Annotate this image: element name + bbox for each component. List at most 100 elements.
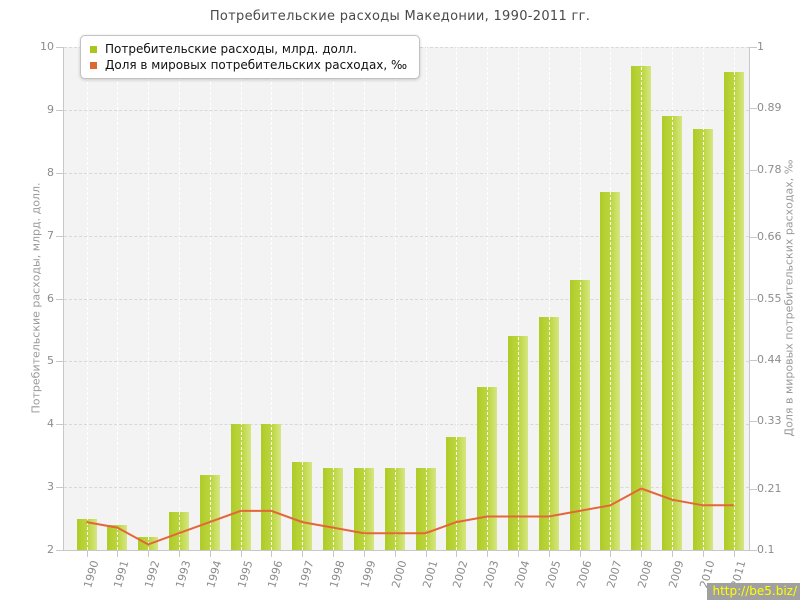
bottom-axis-tick: [363, 551, 365, 557]
left-axis-title: Потребительские расходы, млрд. долл.: [29, 182, 43, 414]
x-tick-label: 2007: [604, 559, 625, 590]
legend-item-line: Доля в мировых потребительских расходах,…: [90, 57, 407, 73]
grid-line-vertical: [117, 47, 119, 550]
grid-line-vertical: [209, 47, 211, 550]
chart-title: Потребительские расходы Македонии, 1990-…: [209, 9, 591, 24]
bottom-axis-tick: [672, 551, 674, 557]
left-axis-line: [63, 47, 64, 551]
right-axis-tick-label: 0.21: [757, 481, 782, 495]
x-tick-label: 1993: [173, 559, 194, 590]
grid-line-vertical: [702, 47, 704, 550]
x-tick-label: 1992: [142, 559, 163, 590]
bottom-axis-tick: [178, 551, 180, 557]
x-tick-label: 1999: [358, 559, 379, 590]
x-tick-label: 2005: [543, 559, 564, 590]
right-axis-tick: [750, 169, 757, 171]
legend-label-line: Доля в мировых потребительских расходах,…: [105, 58, 408, 72]
grid-line-vertical: [333, 47, 335, 550]
grid-line-horizontal: [64, 424, 749, 426]
watermark-link[interactable]: http://be5.biz/: [707, 583, 800, 600]
left-axis-tick-label: 7: [47, 228, 54, 242]
left-axis-tick: [56, 550, 63, 551]
left-axis-tick-label: 3: [47, 480, 54, 494]
right-axis-tick-label: 0.33: [757, 414, 782, 428]
grid-line-vertical: [363, 47, 365, 550]
right-axis-tick-label: 0.44: [757, 352, 782, 366]
grid-line-vertical: [148, 47, 150, 550]
x-tick-label: 2002: [450, 559, 471, 590]
right-axis-tick: [750, 298, 757, 300]
bottom-axis-tick: [456, 551, 458, 557]
right-axis-tick: [750, 47, 757, 48]
left-axis-tick: [56, 235, 63, 237]
legend: Потребительские расходы, млрд. долл. Дол…: [80, 35, 421, 79]
x-tick-label: 1998: [327, 559, 348, 590]
grid-line-vertical: [641, 47, 643, 550]
bottom-axis-tick: [271, 551, 273, 557]
grid-line-vertical: [178, 47, 180, 550]
bottom-axis-tick: [117, 551, 119, 557]
bottom-axis-tick: [302, 551, 304, 557]
x-tick-label: 1995: [234, 559, 256, 590]
x-tick-label: 2008: [635, 559, 656, 590]
right-axis-tick: [750, 237, 757, 239]
grid-line-vertical: [517, 47, 519, 550]
x-tick-label: 1991: [111, 559, 132, 590]
x-tick-label: 2006: [573, 559, 595, 590]
grid-line-vertical: [425, 47, 427, 550]
grid-line-vertical: [86, 47, 88, 550]
left-axis-tick-label: 2: [47, 543, 54, 556]
legend-item-bars: Потребительские расходы, млрд. долл.: [90, 41, 407, 57]
bottom-axis-tick: [702, 551, 704, 557]
bar-series-swatch-icon: [90, 45, 97, 53]
left-axis-tick-label: 10: [40, 40, 54, 53]
bottom-axis-tick: [641, 551, 643, 557]
right-axis-tick-label: 0.78: [757, 162, 782, 176]
legend-label-bars: Потребительские расходы, млрд. долл.: [105, 42, 357, 56]
right-axis-tick: [750, 359, 757, 361]
x-tick-label: 2000: [388, 559, 410, 590]
left-axis-tick-label: 5: [47, 354, 54, 368]
grid-line-vertical: [672, 47, 674, 550]
bottom-axis-line: [63, 550, 750, 551]
right-axis-line: [749, 47, 750, 551]
x-tick-label: 2003: [481, 559, 502, 590]
x-tick-label: 1997: [296, 559, 317, 590]
grid-line-vertical: [240, 47, 242, 550]
left-axis-tick: [56, 424, 63, 426]
grid-line-horizontal: [64, 172, 749, 174]
bottom-axis-tick: [487, 551, 489, 557]
bottom-axis-tick: [579, 551, 581, 557]
grid-line-vertical: [487, 47, 489, 550]
right-axis-tick-label: 0.55: [757, 291, 782, 305]
bottom-axis-tick: [610, 551, 612, 557]
bottom-axis-tick: [333, 551, 335, 557]
x-tick-label: 1996: [265, 559, 286, 590]
right-axis-tick-label: 0.66: [757, 230, 782, 244]
right-axis-tick: [750, 421, 757, 423]
left-axis-tick-label: 4: [47, 417, 54, 431]
right-axis-tick: [750, 108, 757, 110]
right-axis-tick: [750, 550, 757, 551]
bottom-axis-tick: [548, 551, 550, 557]
grid-line-vertical: [579, 47, 581, 550]
grid-line-horizontal: [64, 109, 749, 111]
x-tick-label: 1994: [204, 559, 225, 590]
grid-line-vertical: [394, 47, 396, 550]
grid-line-vertical: [610, 47, 612, 550]
bottom-axis-tick: [148, 551, 150, 557]
grid-line-vertical: [271, 47, 273, 550]
grid-line-vertical: [733, 47, 735, 550]
grid-line-horizontal: [64, 235, 749, 237]
left-axis-tick: [56, 487, 63, 489]
bottom-axis-tick: [240, 551, 242, 557]
left-axis-tick: [56, 109, 63, 111]
bottom-axis-tick: [517, 551, 519, 557]
bottom-axis-tick: [425, 551, 427, 557]
left-axis-tick: [56, 361, 63, 363]
grid-line-vertical: [302, 47, 304, 550]
right-axis-tick-label: 0.1: [757, 543, 775, 556]
bottom-axis-tick: [394, 551, 396, 557]
right-axis-tick-label: 1: [757, 40, 764, 53]
